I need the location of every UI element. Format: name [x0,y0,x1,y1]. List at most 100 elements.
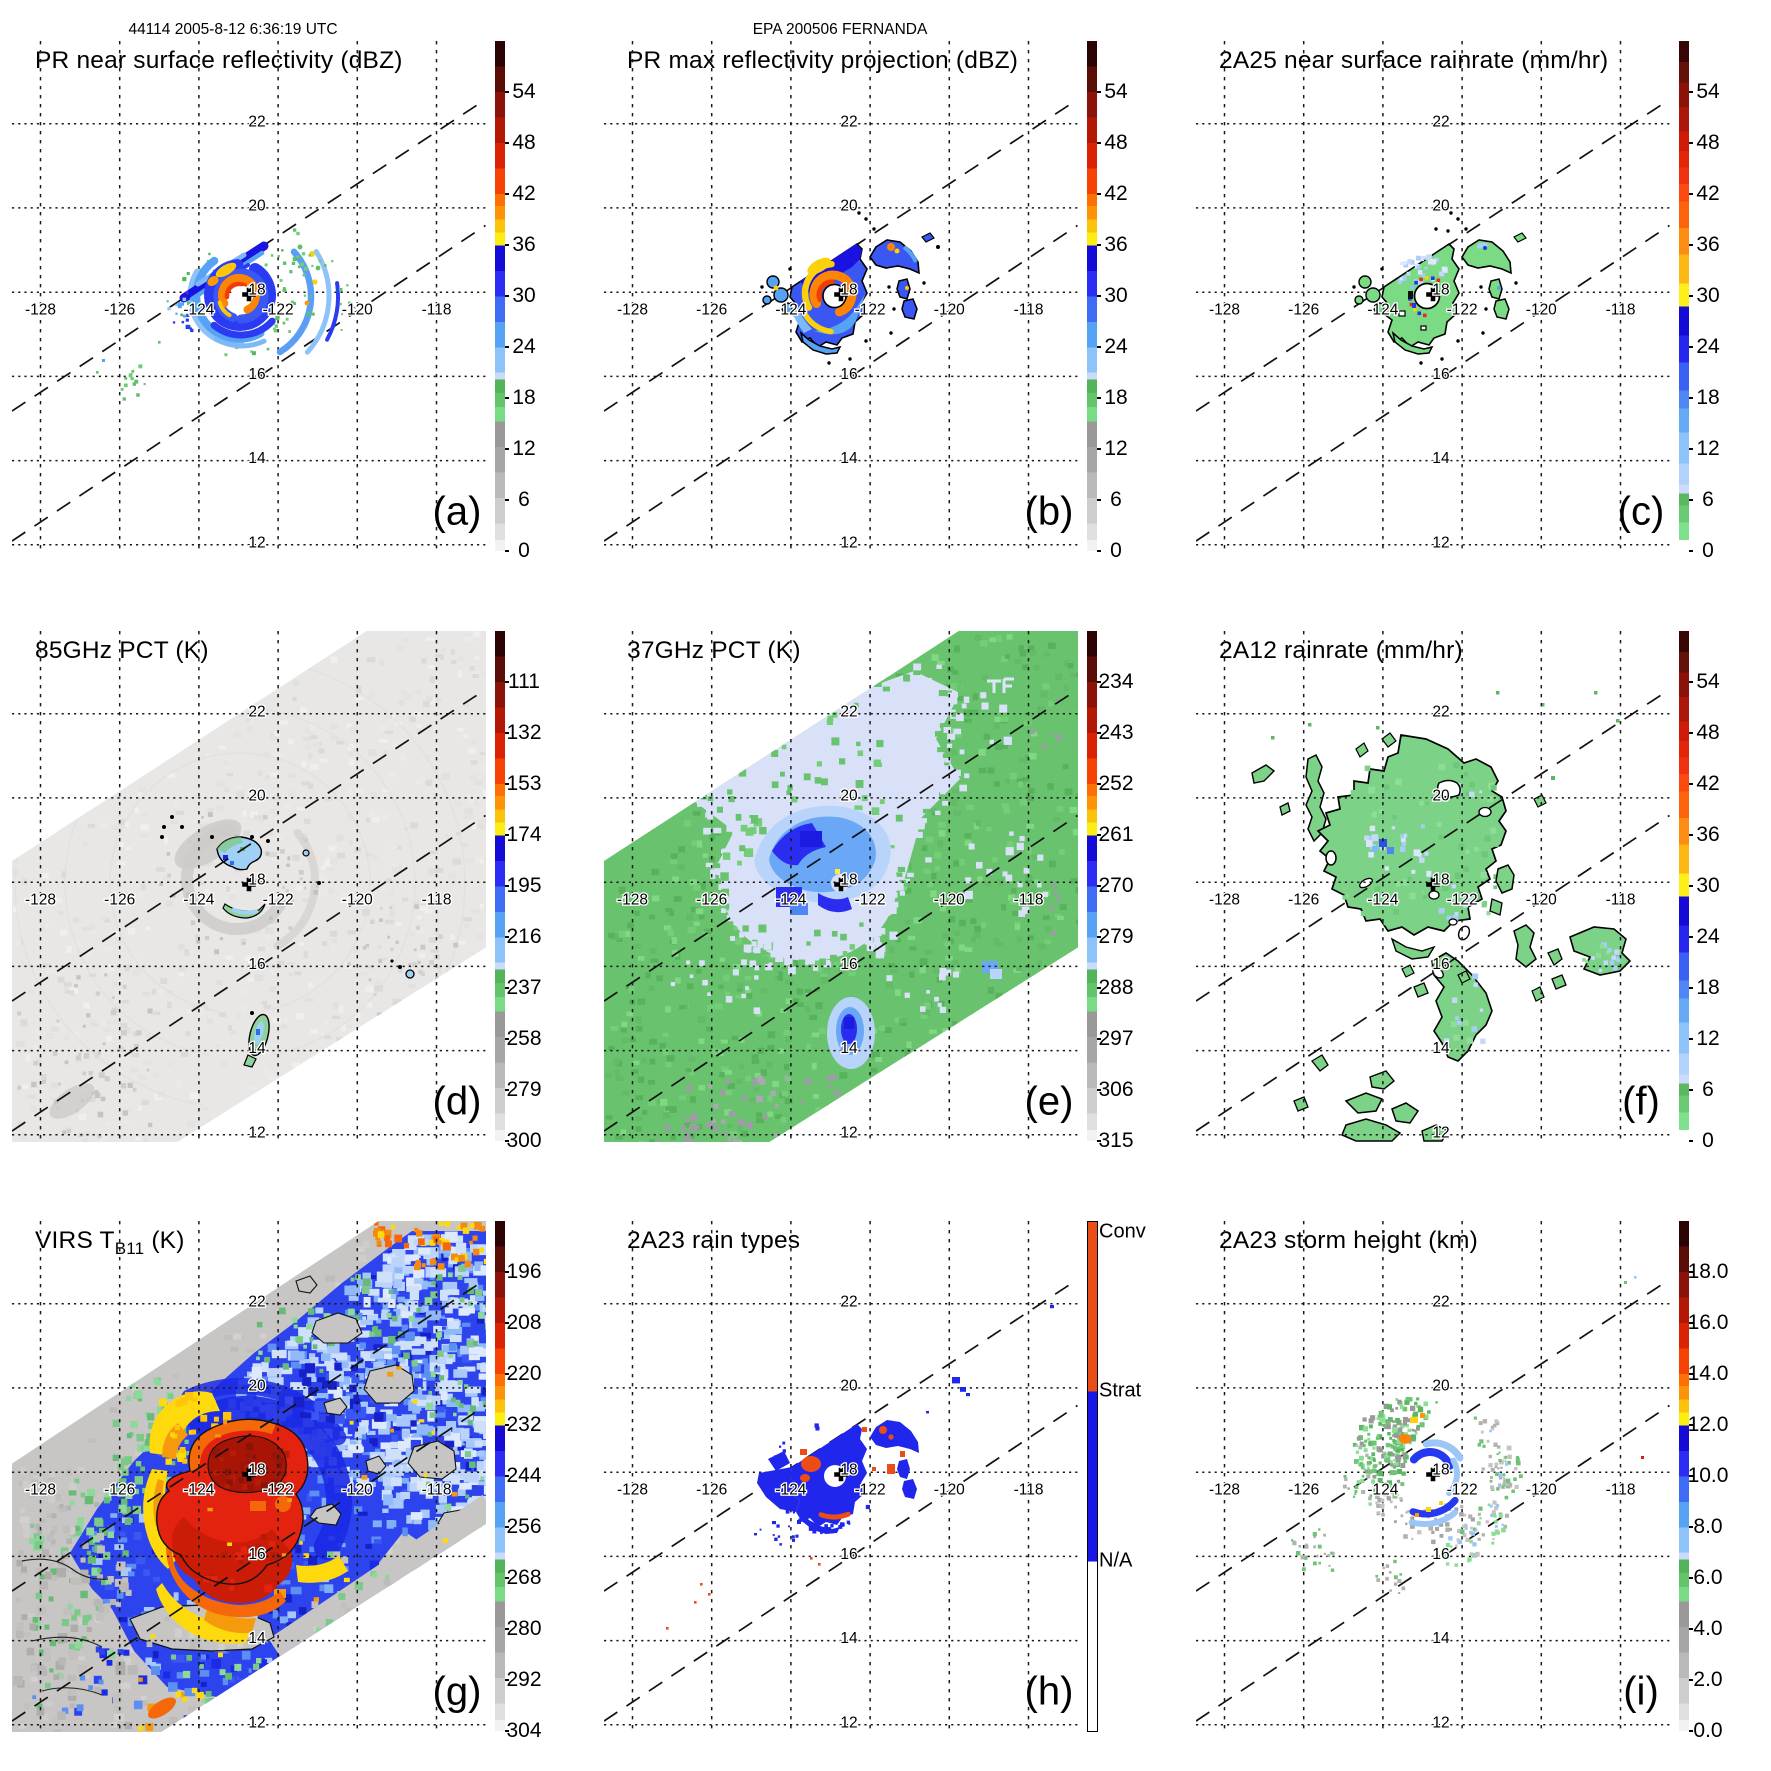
svg-text:-126: -126 [1288,891,1319,908]
svg-text:-128: -128 [24,301,55,318]
svg-text:-126: -126 [104,301,135,318]
svg-text:12: 12 [248,1124,265,1141]
svg-text:22: 22 [1432,113,1449,130]
svg-text:-122: -122 [262,891,293,908]
svg-text:12: 12 [840,1124,857,1141]
svg-text:18: 18 [1432,1461,1449,1478]
svg-text:-128: -128 [1208,301,1239,318]
svg-text:16: 16 [840,365,857,382]
svg-text:18: 18 [840,1461,857,1478]
svg-text:-124: -124 [1367,1481,1398,1498]
svg-text:14: 14 [248,1040,266,1057]
svg-text:-128: -128 [24,891,55,908]
svg-text:-118: -118 [1013,891,1043,908]
svg-text:16: 16 [1432,1545,1449,1562]
svg-text:-120: -120 [1525,301,1556,318]
svg-text:-118: -118 [1013,301,1043,318]
svg-text:20: 20 [840,1377,858,1394]
svg-text:20: 20 [1432,1377,1450,1394]
svg-text:-128: -128 [616,1481,647,1498]
svg-text:14: 14 [248,450,266,467]
svg-text:-120: -120 [341,891,372,908]
svg-text:20: 20 [1432,787,1450,804]
svg-text:18: 18 [248,871,265,888]
svg-text:-120: -120 [1525,891,1556,908]
svg-text:-126: -126 [696,301,727,318]
svg-text:-118: -118 [1605,1481,1635,1498]
svg-text:18: 18 [1432,871,1449,888]
svg-text:22: 22 [248,1293,265,1310]
svg-text:14: 14 [1432,1630,1450,1647]
svg-text:22: 22 [1432,1293,1449,1310]
svg-text:-122: -122 [1446,1481,1477,1498]
svg-text:-124: -124 [775,1481,806,1498]
svg-text:-120: -120 [933,1481,964,1498]
svg-text:20: 20 [840,787,858,804]
svg-text:14: 14 [840,1040,858,1057]
svg-text:-124: -124 [775,301,806,318]
svg-text:-124: -124 [775,891,806,908]
svg-text:-118: -118 [421,891,451,908]
svg-text:22: 22 [840,113,857,130]
svg-text:-122: -122 [1446,891,1477,908]
svg-text:-126: -126 [696,1481,727,1498]
svg-text:-126: -126 [1288,301,1319,318]
svg-text:18: 18 [840,871,857,888]
svg-text:-122: -122 [262,1481,293,1498]
svg-text:-124: -124 [1367,301,1398,318]
svg-text:-120: -120 [1525,1481,1556,1498]
svg-text:-128: -128 [1208,1481,1239,1498]
svg-text:-122: -122 [854,1481,885,1498]
svg-text:18: 18 [840,281,857,298]
svg-text:22: 22 [1432,703,1449,720]
svg-text:12: 12 [248,534,265,551]
svg-text:-128: -128 [24,1481,55,1498]
svg-text:16: 16 [1432,365,1449,382]
svg-text:16: 16 [840,1545,857,1562]
svg-text:-118: -118 [1605,891,1635,908]
svg-text:-118: -118 [421,301,451,318]
svg-text:-118: -118 [1013,1481,1043,1498]
svg-text:20: 20 [1432,197,1450,214]
svg-text:16: 16 [248,1545,265,1562]
svg-text:20: 20 [248,787,266,804]
svg-text:-122: -122 [854,891,885,908]
svg-text:-124: -124 [1367,891,1398,908]
svg-text:20: 20 [840,197,858,214]
svg-text:16: 16 [840,955,857,972]
svg-text:18: 18 [248,281,265,298]
svg-text:-126: -126 [1288,1481,1319,1498]
svg-text:14: 14 [1432,1040,1450,1057]
svg-text:-120: -120 [933,891,964,908]
svg-text:-118: -118 [1605,301,1635,318]
svg-text:22: 22 [248,113,265,130]
svg-text:12: 12 [840,1714,857,1731]
svg-text:-120: -120 [933,301,964,318]
svg-text:16: 16 [1432,955,1449,972]
svg-text:-124: -124 [183,891,214,908]
svg-text:12: 12 [1432,1124,1449,1141]
svg-text:16: 16 [248,955,265,972]
svg-text:22: 22 [248,703,265,720]
svg-text:-122: -122 [854,301,885,318]
svg-text:12: 12 [1432,534,1449,551]
svg-text:-122: -122 [262,301,293,318]
svg-text:18: 18 [1432,281,1449,298]
svg-text:20: 20 [248,197,266,214]
svg-text:-122: -122 [1446,301,1477,318]
svg-text:12: 12 [248,1714,265,1731]
svg-text:-120: -120 [341,301,372,318]
svg-text:-128: -128 [616,891,647,908]
svg-text:-120: -120 [341,1481,372,1498]
svg-text:22: 22 [840,1293,857,1310]
svg-text:12: 12 [1432,1714,1449,1731]
svg-text:14: 14 [840,1630,858,1647]
svg-text:18: 18 [248,1461,265,1478]
svg-text:12: 12 [840,534,857,551]
svg-text:-118: -118 [421,1481,451,1498]
svg-text:14: 14 [248,1630,266,1647]
svg-text:20: 20 [248,1377,266,1394]
svg-text:14: 14 [840,450,858,467]
svg-text:-128: -128 [616,301,647,318]
svg-text:16: 16 [248,365,265,382]
